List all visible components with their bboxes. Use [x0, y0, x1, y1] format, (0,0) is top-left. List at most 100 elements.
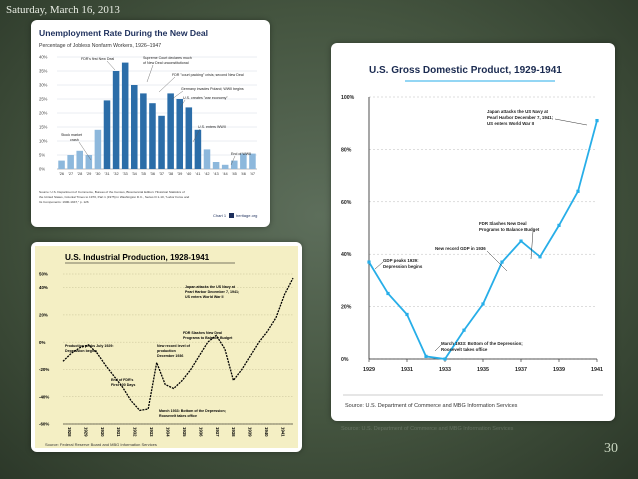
gdp-chart-card: U.S. Gross Domestic Product, 1929-1941 0… — [331, 43, 615, 421]
unemp-source-1: Source: U.S. Department of Commerce, Bur… — [39, 190, 185, 194]
unemp-bar — [67, 155, 74, 169]
unemp-xtick-label: '31 — [104, 171, 109, 176]
gdp-xtick-label: 1937 — [515, 367, 527, 373]
unemp-xtick-label: '41 — [195, 171, 200, 176]
gdp-point — [462, 328, 466, 332]
gdp-point — [500, 260, 504, 264]
gdp-source-reflection: Source: U.S. Department of Commerce and … — [341, 426, 514, 432]
unemp-xtick-label: '34 — [132, 171, 138, 176]
ind-annot-record-1: New record level of — [157, 344, 191, 348]
gdp-ytick-label: 0% — [341, 357, 349, 363]
unemp-bar — [158, 115, 165, 169]
ind-annot-record-3: December 1936 — [157, 354, 183, 358]
gdp-chart-title: U.S. Gross Domestic Product, 1929-1941 — [369, 65, 562, 76]
slide-page-number: 30 — [604, 441, 618, 456]
unemp-bar — [140, 93, 147, 169]
slide-date: Saturday, March 16, 2013 — [6, 4, 120, 16]
unemp-bar — [103, 100, 111, 169]
gdp-line — [368, 120, 598, 360]
unemp-xtick-label: '46 — [241, 171, 246, 176]
unemp-bar — [249, 153, 256, 169]
ind-annot-pearl-harbor-3: US enters World War II — [185, 295, 224, 299]
annotation-end-of-wwii: End of WWII — [231, 152, 251, 156]
gdp-ytick-label: 40% — [341, 252, 352, 258]
unemp-xtick-label: '35 — [141, 171, 146, 176]
unemp-bar — [131, 85, 138, 169]
ind-annot-slashes-1: FDR Slashes New Deal — [183, 331, 222, 335]
ind-xtick-label: 1941 — [281, 427, 286, 437]
gdp-annot-pearl-harbor-1: Japan attacks the US Navy at — [487, 109, 549, 114]
unemp-source-2: the United States, Colonial Times to 197… — [39, 195, 190, 199]
unemp-bar — [231, 160, 238, 169]
gdp-point — [576, 189, 580, 193]
ind-xtick-label: 1936 — [198, 427, 203, 437]
unemp-ytick-label: 15% — [39, 125, 48, 130]
gdp-point — [481, 302, 485, 306]
gdp-annot-bottom-2: Roosevelt takes office — [441, 347, 488, 352]
ind-ytick-label: -60% — [39, 422, 49, 427]
annotation-court-packing: FDR "court packing" crisis; second New D… — [172, 73, 244, 77]
gdp-point — [557, 223, 561, 227]
gdp-ytick-label: 80% — [341, 147, 352, 153]
ind-ytick-label: 40% — [39, 285, 48, 290]
unemp-ytick-label: 40% — [39, 55, 48, 60]
unemp-xtick-label: '38 — [168, 171, 173, 176]
unemp-xtick-label: '45 — [232, 171, 237, 176]
annotation-supreme-court-1: Supreme Court declares much — [143, 56, 192, 60]
annotation-us-enters-wwii: U.S. enters WWII — [198, 125, 226, 129]
gdp-ytick-label: 60% — [341, 200, 352, 206]
unemp-xtick-label: '33 — [123, 171, 128, 176]
ind-annot-bottom-2: Roosevelt takes office — [159, 414, 197, 418]
unemp-xtick-label: '32 — [114, 171, 119, 176]
gdp-point — [443, 357, 447, 361]
gdp-annot-peak-2: Depression begins — [383, 264, 423, 269]
ind-annot-production-peaks-2: Depression begins — [65, 349, 97, 353]
unemp-ytick-label: 30% — [39, 83, 48, 88]
gdp-xtick-label: 1939 — [553, 367, 565, 373]
gdp-ytick-label: 20% — [341, 305, 352, 311]
unemployment-chart: Unemployment Rate During the New Deal Pe… — [39, 28, 257, 218]
gdp-ytick-label: 100% — [341, 95, 355, 101]
unemp-xtick-label: '43 — [214, 171, 219, 176]
annotation-stock-market-2: crash — [70, 138, 79, 142]
unemp-xtick-label: '42 — [204, 171, 209, 176]
unemp-bar — [112, 71, 120, 169]
unemp-xtick-label: '28 — [77, 171, 82, 176]
unemp-bar — [221, 164, 229, 169]
annotation-war-economy: U.S. creates "war economy" — [183, 96, 228, 100]
ind-annot-100-days-1: End of FDR's — [111, 378, 133, 382]
industrial-production-chart-card: U.S. Industrial Production, 1928-1941 -6… — [31, 242, 302, 452]
unemp-bar — [203, 149, 211, 169]
ind-ytick-label: 50% — [39, 272, 48, 277]
gdp-annot-slashes-1: FDR Slashes New Deal — [479, 221, 527, 226]
industrial-production-line — [62, 277, 294, 412]
ind-xtick-label: 1934 — [166, 427, 171, 437]
ind-annot-production-peaks-1: Production peaks July 1929: — [65, 344, 114, 348]
unemp-ytick-label: 5% — [39, 153, 45, 158]
unemp-xtick-label: '36 — [150, 171, 155, 176]
ind-ytick-label: -20% — [39, 367, 49, 372]
gdp-xtick-label: 1941 — [591, 367, 603, 373]
unemployment-chart-title: Unemployment Rate During the New Deal — [39, 28, 208, 38]
gdp-annot-pearl-harbor-3: US enters World War II — [487, 121, 534, 126]
ind-xtick-label: 1932 — [133, 427, 138, 437]
ind-xtick-label: 1933 — [149, 427, 154, 437]
unemp-source-3: Its Components: 1900-1947," p. 126 — [39, 200, 89, 204]
ind-xtick-label: 1935 — [182, 427, 187, 437]
gdp-chart: U.S. Gross Domestic Product, 1929-1941 0… — [341, 65, 603, 396]
unemp-xtick-label: '37 — [159, 171, 164, 176]
industrial-production-chart: U.S. Industrial Production, 1928-1941 -6… — [39, 253, 294, 447]
unemp-bar — [176, 99, 183, 169]
unemp-bar — [121, 62, 129, 169]
gdp-annot-record-1936: New record GDP in 1936 — [435, 246, 486, 251]
annotation-supreme-court-2: of New Deal unconstitutional — [143, 61, 189, 65]
ind-xtick-label: 1939 — [248, 427, 253, 437]
gdp-xtick-label: 1935 — [477, 367, 489, 373]
ind-xtick-label: 1938 — [231, 427, 236, 437]
gdp-point — [367, 260, 371, 264]
industrial-chart-source: Source: Federal Reserve Board and MBG In… — [45, 442, 157, 447]
gdp-point — [424, 354, 428, 358]
unemp-xtick-label: '26 — [59, 171, 64, 176]
gdp-point — [386, 291, 390, 296]
annotation-germany-poland: Germany invades Poland; WWII begins — [181, 87, 244, 91]
